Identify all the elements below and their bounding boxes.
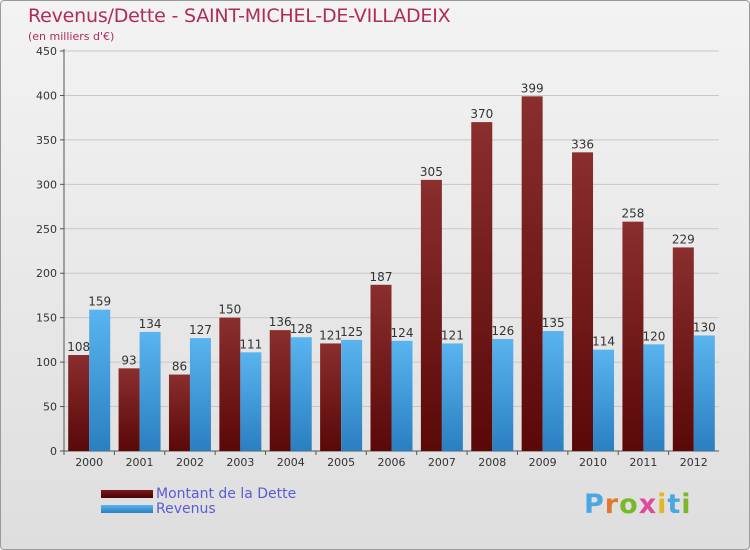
bar-revenus [240, 352, 262, 451]
x-tick-label: 2010 [579, 456, 607, 469]
data-label-dette: 121 [319, 328, 342, 342]
chart-title: Revenus/Dette - SAINT-MICHEL-DE-VILLADEI… [28, 5, 451, 27]
data-label-revenus: 135 [542, 316, 565, 330]
bar-revenus [441, 343, 463, 451]
bar-dette [471, 122, 493, 451]
data-label-dette: 229 [672, 232, 695, 246]
data-label-dette: 399 [521, 81, 544, 95]
bar-revenus [593, 349, 615, 451]
bar-dette [521, 96, 543, 451]
proxiti-logo: Proxiti [584, 489, 692, 520]
y-tick-label: 200 [36, 267, 57, 280]
legend-swatch-revenus [101, 505, 153, 513]
data-label-dette: 150 [218, 303, 241, 317]
y-tick-label: 100 [36, 356, 57, 369]
logo-letter: i [657, 489, 668, 520]
data-label-dette: 86 [172, 360, 187, 374]
data-label-revenus: 126 [491, 324, 514, 338]
data-label-dette: 336 [571, 137, 594, 151]
bar-dette [672, 247, 694, 451]
y-tick-label: 350 [36, 134, 57, 147]
y-tick-label: 250 [36, 223, 57, 236]
bar-dette [219, 317, 241, 451]
x-tick-label: 2006 [378, 456, 406, 469]
x-tick-label: 2005 [327, 456, 355, 469]
logo-letter: o [619, 489, 639, 520]
bar-dette [420, 179, 442, 451]
x-tick-label: 2002 [176, 456, 204, 469]
x-tick-label: 2008 [478, 456, 506, 469]
logo-letter: i [681, 489, 692, 520]
bar-revenus [290, 337, 312, 451]
bar-dette [68, 355, 90, 451]
bar-dette [168, 374, 190, 451]
x-tick-label: 2003 [226, 456, 254, 469]
bar-dette [118, 368, 140, 451]
bar-revenus [139, 331, 161, 451]
logo-letter: r [604, 489, 620, 520]
logo-letter: t [667, 489, 682, 520]
x-tick-label: 2001 [126, 456, 154, 469]
data-label-revenus: 159 [88, 295, 111, 309]
data-label-revenus: 130 [693, 320, 716, 334]
bar-dette [320, 343, 342, 451]
bar-dette [269, 330, 291, 451]
data-label-revenus: 127 [189, 323, 212, 337]
x-tick-label: 2012 [680, 456, 708, 469]
x-tick-label: 2000 [75, 456, 103, 469]
data-label-revenus: 125 [340, 325, 363, 339]
bar-dette [572, 152, 594, 452]
data-label-dette: 93 [121, 353, 136, 367]
bar-revenus [492, 339, 514, 451]
logo-letter: x [638, 489, 658, 520]
bar-revenus [341, 339, 363, 451]
bar-revenus [89, 309, 111, 451]
data-label-dette: 305 [420, 165, 443, 179]
x-tick-label: 2004 [277, 456, 305, 469]
data-label-revenus: 114 [592, 335, 615, 349]
data-label-dette: 187 [370, 270, 393, 284]
data-label-dette: 108 [67, 340, 90, 354]
y-tick-label: 450 [36, 45, 57, 58]
x-tick-label: 2011 [629, 456, 657, 469]
bars [68, 96, 715, 452]
legend-swatch-dette [101, 490, 153, 498]
y-tick-label: 400 [36, 89, 57, 102]
axes: 0 50 100 150 200 250 300 350 400 450 2000 2001 2002 2… [36, 45, 719, 469]
data-label-revenus: 120 [642, 329, 665, 343]
data-label-dette: 136 [269, 315, 292, 329]
bar-dette [622, 221, 644, 451]
legend-label-revenus: Revenus [156, 501, 216, 517]
x-tick-label: 2009 [529, 456, 557, 469]
y-tick-label: 50 [43, 401, 57, 414]
bar-revenus [643, 344, 665, 451]
data-label-dette: 258 [621, 207, 644, 221]
y-tick-label: 300 [36, 178, 57, 191]
data-label-revenus: 111 [239, 337, 262, 351]
bar-revenus [189, 338, 211, 451]
data-label-revenus: 128 [290, 322, 313, 336]
logo-letter: P [584, 489, 605, 520]
bar-revenus [542, 331, 564, 451]
legend-label-dette: Montant de la Dette [156, 486, 297, 502]
bar-revenus [693, 335, 715, 451]
data-label-revenus: 124 [391, 326, 414, 340]
bar-revenus [391, 340, 413, 451]
data-label-revenus: 121 [441, 328, 464, 342]
data-label-revenus: 134 [139, 317, 162, 331]
data-label-dette: 370 [470, 107, 493, 121]
x-tick-label: 2007 [428, 456, 456, 469]
y-tick-label: 0 [50, 445, 57, 458]
y-tick-label: 150 [36, 312, 57, 325]
chart-subtitle: (en milliers d'€) [28, 30, 115, 43]
bar-dette [370, 284, 392, 451]
